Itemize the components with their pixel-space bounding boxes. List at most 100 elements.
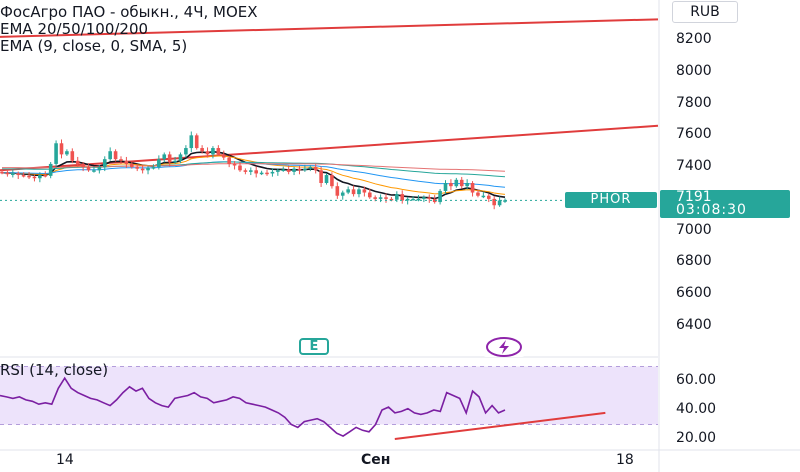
candle-body[interactable]: [162, 154, 167, 160]
candle-body[interactable]: [59, 143, 64, 155]
rsi-legend[interactable]: RSI (14, close): [0, 361, 109, 379]
candle-body[interactable]: [259, 172, 264, 175]
candle-body[interactable]: [470, 183, 475, 193]
candle-body[interactable]: [21, 175, 26, 177]
candle-body[interactable]: [70, 151, 75, 161]
candle-body[interactable]: [124, 160, 129, 164]
candle-body[interactable]: [389, 198, 394, 201]
candle-body[interactable]: [194, 135, 199, 149]
currency-button[interactable]: RUB: [672, 1, 738, 23]
candle-body[interactable]: [454, 179, 459, 187]
candle-body[interactable]: [286, 169, 291, 172]
candle-body[interactable]: [189, 135, 194, 149]
candle-body[interactable]: [443, 183, 448, 191]
candle-body[interactable]: [313, 167, 318, 171]
candle-body[interactable]: [367, 192, 372, 198]
candle-body[interactable]: [135, 167, 140, 169]
candle-body[interactable]: [5, 172, 10, 175]
candle-body[interactable]: [292, 168, 296, 172]
candle-body[interactable]: [86, 167, 91, 171]
candle-body[interactable]: [113, 151, 118, 160]
candle-body[interactable]: [200, 148, 204, 152]
candle-body[interactable]: [492, 198, 496, 206]
candle-body[interactable]: [459, 179, 464, 187]
rsi-trendline[interactable]: [394, 411, 606, 440]
candle-body[interactable]: [216, 148, 221, 155]
candle-body[interactable]: [384, 197, 388, 199]
candle-body[interactable]: [319, 170, 323, 183]
candle-body[interactable]: [157, 159, 161, 168]
candle-body[interactable]: [405, 198, 410, 201]
candle-body[interactable]: [357, 189, 361, 195]
candle-body[interactable]: [481, 195, 486, 198]
candle-body[interactable]: [303, 168, 307, 171]
candle-body[interactable]: [400, 194, 405, 201]
candle-body[interactable]: [97, 167, 102, 171]
candle-body[interactable]: [378, 197, 383, 199]
candle-body[interactable]: [38, 175, 42, 179]
candle-body[interactable]: [243, 170, 248, 172]
symbol-title[interactable]: ФосАгро ПАО - обыкн., 4Ч, MOEX: [0, 3, 258, 21]
candle-body[interactable]: [476, 192, 480, 196]
candle-body[interactable]: [0, 171, 4, 174]
candle-body[interactable]: [173, 160, 177, 163]
candle-body[interactable]: [254, 170, 259, 174]
candle-body[interactable]: [32, 176, 37, 179]
candle-body[interactable]: [184, 148, 188, 155]
candle-body[interactable]: [351, 189, 356, 195]
candle-body[interactable]: [130, 163, 134, 168]
candle-body[interactable]: [140, 168, 145, 171]
candle-body[interactable]: [102, 159, 107, 168]
candle-body[interactable]: [221, 154, 226, 158]
candle-body[interactable]: [75, 160, 80, 164]
candle-body[interactable]: [340, 192, 345, 196]
trendline[interactable]: [0, 18, 659, 38]
candle-body[interactable]: [346, 189, 350, 193]
candle-body[interactable]: [238, 165, 242, 171]
candle-body[interactable]: [146, 167, 150, 171]
ticker-badge[interactable]: PHOR: [565, 192, 657, 208]
candle-body[interactable]: [395, 194, 399, 200]
candle-body[interactable]: [27, 175, 31, 178]
candle-body[interactable]: [330, 175, 334, 187]
candle-body[interactable]: [265, 172, 269, 175]
candle-body[interactable]: [151, 167, 156, 169]
candle-body[interactable]: [276, 170, 280, 172]
candle-body[interactable]: [167, 154, 172, 163]
candle-body[interactable]: [65, 151, 69, 155]
candle-body[interactable]: [211, 148, 215, 155]
candle-body[interactable]: [308, 167, 313, 169]
candle-body[interactable]: [411, 198, 415, 201]
candle-body[interactable]: [449, 183, 453, 187]
candle-body[interactable]: [232, 163, 237, 166]
candle-body[interactable]: [92, 170, 96, 172]
candle-body[interactable]: [81, 163, 85, 168]
earnings-marker[interactable]: E: [299, 338, 329, 355]
candle-body[interactable]: [324, 175, 329, 183]
candle-body[interactable]: [373, 197, 377, 199]
ema-single-legend[interactable]: EMA (9, close, 0, SMA, 5): [0, 37, 188, 55]
candle-body[interactable]: [43, 175, 48, 177]
candles[interactable]: [0, 131, 507, 210]
candle-body[interactable]: [248, 170, 253, 172]
candle-body[interactable]: [270, 171, 275, 174]
candle-body[interactable]: [427, 197, 432, 199]
candle-body[interactable]: [16, 173, 21, 176]
candle-body[interactable]: [11, 173, 15, 175]
candle-body[interactable]: [503, 200, 507, 202]
dividend-marker[interactable]: [482, 337, 526, 357]
candle-body[interactable]: [205, 151, 210, 155]
candle-body[interactable]: [432, 198, 437, 203]
candle-body[interactable]: [335, 186, 340, 196]
candle-body[interactable]: [465, 183, 469, 187]
ema-multi-legend[interactable]: EMA 20/50/100/200: [0, 20, 149, 38]
candle-body[interactable]: [438, 190, 442, 203]
candle-body[interactable]: [281, 169, 286, 171]
candle-body[interactable]: [497, 200, 502, 206]
candle-body[interactable]: [178, 154, 183, 161]
candle-body[interactable]: [297, 168, 302, 171]
candle-body[interactable]: [486, 195, 491, 199]
candle-body[interactable]: [54, 143, 58, 164]
candle-body[interactable]: [416, 198, 421, 201]
